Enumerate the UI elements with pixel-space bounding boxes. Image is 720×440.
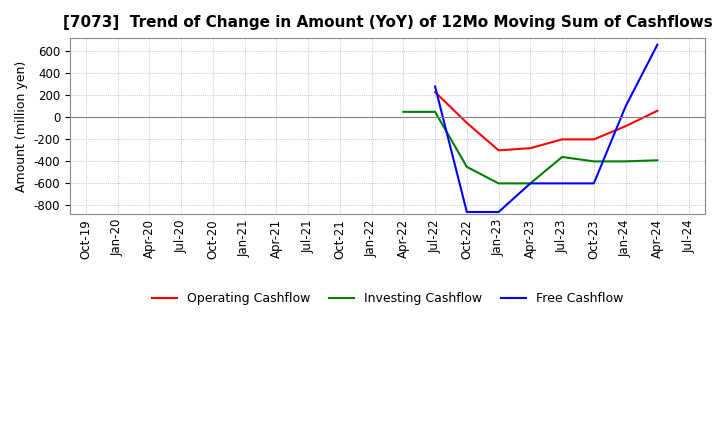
Free Cashflow: [462, 209, 471, 215]
Free Cashflow: [431, 84, 439, 89]
Line: Investing Cashflow: Investing Cashflow: [403, 112, 657, 183]
Title: [7073]  Trend of Change in Amount (YoY) of 12Mo Moving Sum of Cashflows: [7073] Trend of Change in Amount (YoY) o…: [63, 15, 712, 30]
Operating Cashflow: [431, 89, 439, 95]
Free Cashflow: [558, 181, 567, 186]
Operating Cashflow: [526, 146, 535, 151]
Operating Cashflow: [590, 137, 598, 142]
Legend: Operating Cashflow, Investing Cashflow, Free Cashflow: Operating Cashflow, Investing Cashflow, …: [147, 287, 628, 310]
Investing Cashflow: [462, 164, 471, 169]
Operating Cashflow: [462, 120, 471, 125]
Free Cashflow: [621, 104, 630, 109]
Y-axis label: Amount (million yen): Amount (million yen): [15, 61, 28, 192]
Investing Cashflow: [399, 109, 408, 114]
Line: Operating Cashflow: Operating Cashflow: [435, 92, 657, 150]
Investing Cashflow: [558, 154, 567, 160]
Investing Cashflow: [590, 159, 598, 164]
Investing Cashflow: [526, 181, 535, 186]
Investing Cashflow: [431, 109, 439, 114]
Operating Cashflow: [653, 108, 662, 114]
Operating Cashflow: [558, 137, 567, 142]
Free Cashflow: [494, 209, 503, 215]
Investing Cashflow: [621, 159, 630, 164]
Investing Cashflow: [494, 181, 503, 186]
Operating Cashflow: [494, 148, 503, 153]
Free Cashflow: [526, 181, 535, 186]
Investing Cashflow: [653, 158, 662, 163]
Operating Cashflow: [621, 124, 630, 129]
Free Cashflow: [653, 42, 662, 48]
Free Cashflow: [590, 181, 598, 186]
Line: Free Cashflow: Free Cashflow: [435, 45, 657, 212]
